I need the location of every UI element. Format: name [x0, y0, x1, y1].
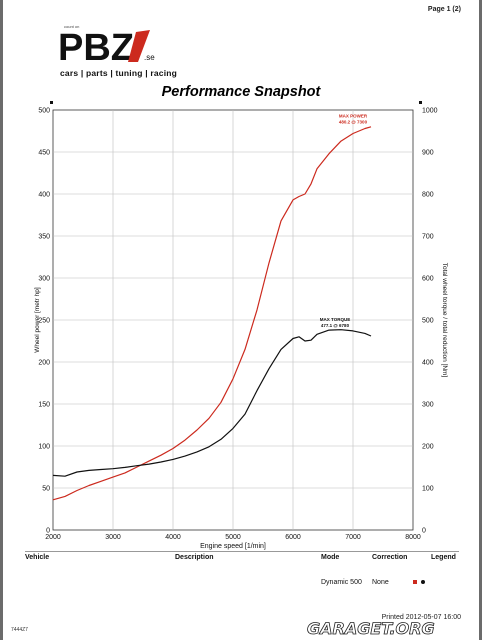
y-left-tick-label: 450 — [38, 150, 50, 157]
chart-title: Performance Snapshot — [161, 84, 321, 100]
y-right-tick-label: 800 — [422, 192, 434, 199]
y-right-tick-label: 900 — [422, 150, 434, 157]
y-right-tick-label: 200 — [422, 444, 434, 451]
footer-id: 7444Z7 — [11, 627, 28, 633]
y-right-tick-label: 500 — [422, 318, 434, 325]
y-left-tick-label: 500 — [38, 108, 50, 115]
garaget-watermark: GARAGET.ORG — [307, 619, 435, 638]
svg-text:GARAGET.ORG: GARAGET.ORG — [307, 619, 435, 638]
y-left-tick-label: 50 — [42, 486, 50, 493]
y-left-tick-label: 350 — [38, 234, 50, 241]
y-right-tick-label: 600 — [422, 276, 434, 283]
x-tick-label: 5000 — [225, 534, 241, 541]
pbz-logo: count on PBZ .se — [58, 24, 155, 69]
report-page: Page 1 (2) count on PBZ .se cars | parts… — [3, 0, 479, 640]
max-torque-annotation: MAX TORQUE — [320, 317, 350, 322]
y-left-axis-label: Wheel power [metr hp] — [34, 287, 41, 353]
legend-swatch-torque — [421, 580, 425, 584]
performance-chart: 0501001502002503003504004505000100200300… — [34, 101, 448, 550]
y-left-tick-label: 0 — [46, 528, 50, 535]
y-left-tick-label: 300 — [38, 276, 50, 283]
x-tick-label: 7000 — [345, 534, 361, 541]
x-tick-label: 2000 — [45, 534, 61, 541]
table-row: Dynamic 500 None — [25, 577, 459, 589]
legend-swatches — [413, 580, 425, 584]
y-left-tick-label: 200 — [38, 360, 50, 367]
col-legend: Legend — [431, 554, 456, 561]
y-right-axis-marker — [419, 101, 422, 104]
y-left-tick-label: 250 — [38, 318, 50, 325]
y-right-tick-label: 0 — [422, 528, 426, 535]
torque-curve — [52, 329, 372, 477]
max-power-annotation: MAX POWER — [339, 114, 368, 119]
y-right-axis-label: Total wheel torque / total reduction [Nm… — [441, 263, 448, 378]
x-tick-label: 4000 — [165, 534, 181, 541]
legend-swatch-power — [413, 580, 417, 584]
printed-timestamp: Printed 2012-05-07 16:00 — [381, 614, 461, 621]
col-correction: Correction — [372, 554, 408, 561]
power-curve — [52, 126, 372, 501]
x-tick-label: 8000 — [405, 534, 421, 541]
col-description: Description — [175, 554, 214, 561]
y-right-tick-label: 700 — [422, 234, 434, 241]
table-header: Vehicle Description Mode Correction Lege… — [25, 551, 459, 564]
y-right-tick-label: 1000 — [422, 108, 438, 115]
svg-text:count on: count on — [64, 24, 79, 29]
col-vehicle: Vehicle — [25, 554, 50, 561]
y-right-tick-label: 300 — [422, 402, 434, 409]
y-left-axis-marker — [50, 101, 53, 104]
max-torque-annotation: 477.1 @ 6780 — [321, 323, 350, 328]
svg-text:PBZ: PBZ — [58, 27, 134, 69]
row-correction: None — [372, 579, 389, 586]
y-left-tick-label: 400 — [38, 192, 50, 199]
logo-tagline: cars | parts | tuning | racing — [60, 68, 178, 78]
col-mode: Mode — [321, 554, 340, 561]
x-tick-label: 6000 — [285, 534, 301, 541]
max-power-annotation: 480.2 @ 7300 — [339, 120, 368, 125]
y-right-tick-label: 100 — [422, 486, 434, 493]
y-left-tick-label: 150 — [38, 402, 50, 409]
x-tick-label: 3000 — [105, 534, 121, 541]
svg-text:.se: .se — [144, 53, 155, 62]
page-number: Page 1 (2) — [427, 6, 461, 13]
x-axis-label: Engine speed [1/min] — [200, 543, 266, 550]
y-left-tick-label: 100 — [38, 444, 50, 451]
row-mode: Dynamic 500 — [321, 579, 362, 586]
y-right-tick-label: 400 — [422, 360, 434, 367]
